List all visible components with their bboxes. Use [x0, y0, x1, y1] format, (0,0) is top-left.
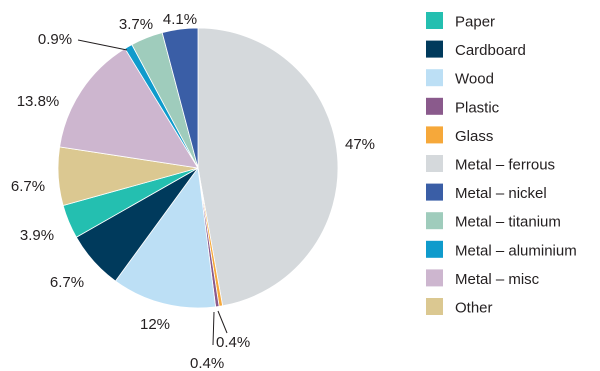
pie-slice-wood	[114, 166, 217, 309]
legend-label: Metal – misc	[455, 271, 540, 288]
legend-swatch	[426, 97, 443, 115]
legend-label: Metal – aluminium	[455, 242, 577, 259]
slice-label: 0.4%	[216, 334, 250, 351]
legend-swatch	[426, 298, 443, 315]
leader-line	[77, 39, 128, 51]
legend-swatch	[426, 155, 443, 172]
legend-label: Metal – ferrous	[455, 157, 555, 174]
slice-label: 6.7%	[11, 178, 45, 195]
slice-label: 3.9%	[20, 227, 54, 244]
legend-swatch	[426, 269, 443, 287]
slice-label: 0.9%	[38, 31, 72, 48]
legend-swatch	[426, 126, 443, 144]
slice-label: 0.4%	[190, 355, 224, 371]
legend-label: Metal – titanium	[455, 214, 561, 231]
slice-labels: 47% 0.4% 0.4% 12% 6.7% 3.9% 6.7% 13.8% 0.9% 3.7% 4…	[11, 11, 375, 371]
legend-label: Glass	[455, 128, 493, 145]
slice-label: 3.7%	[119, 16, 153, 33]
legend-swatch	[426, 212, 443, 230]
leader-line	[212, 311, 215, 346]
legend-swatch	[426, 240, 443, 258]
legend-swatch	[426, 69, 443, 87]
legend: Paper Cardboard Wood Plastic Glass Metal – fe…	[426, 12, 577, 317]
legend-swatch	[426, 40, 443, 58]
slice-label: 6.7%	[50, 274, 84, 291]
leader-line	[217, 310, 228, 334]
slice-label: 4.1%	[163, 11, 197, 28]
legend-label: Paper	[455, 14, 495, 31]
legend-label: Other	[455, 300, 493, 317]
pie-slice-metal-ferrous	[197, 27, 339, 307]
slice-label: 13.8%	[17, 93, 60, 110]
pie-slices	[57, 27, 339, 309]
legend-swatch	[426, 183, 443, 201]
slice-label: 12%	[140, 316, 170, 333]
legend-label: Cardboard	[455, 42, 526, 59]
legend-label: Metal – nickel	[455, 185, 547, 202]
legend-swatch	[426, 12, 443, 29]
legend-label: Plastic	[455, 99, 500, 116]
pie-slice-metal-nickel	[161, 27, 199, 169]
leader-lines	[77, 39, 228, 346]
pie-slice-metal-misc	[59, 48, 199, 169]
slice-label: 47%	[345, 136, 375, 153]
legend-label: Wood	[455, 71, 494, 88]
